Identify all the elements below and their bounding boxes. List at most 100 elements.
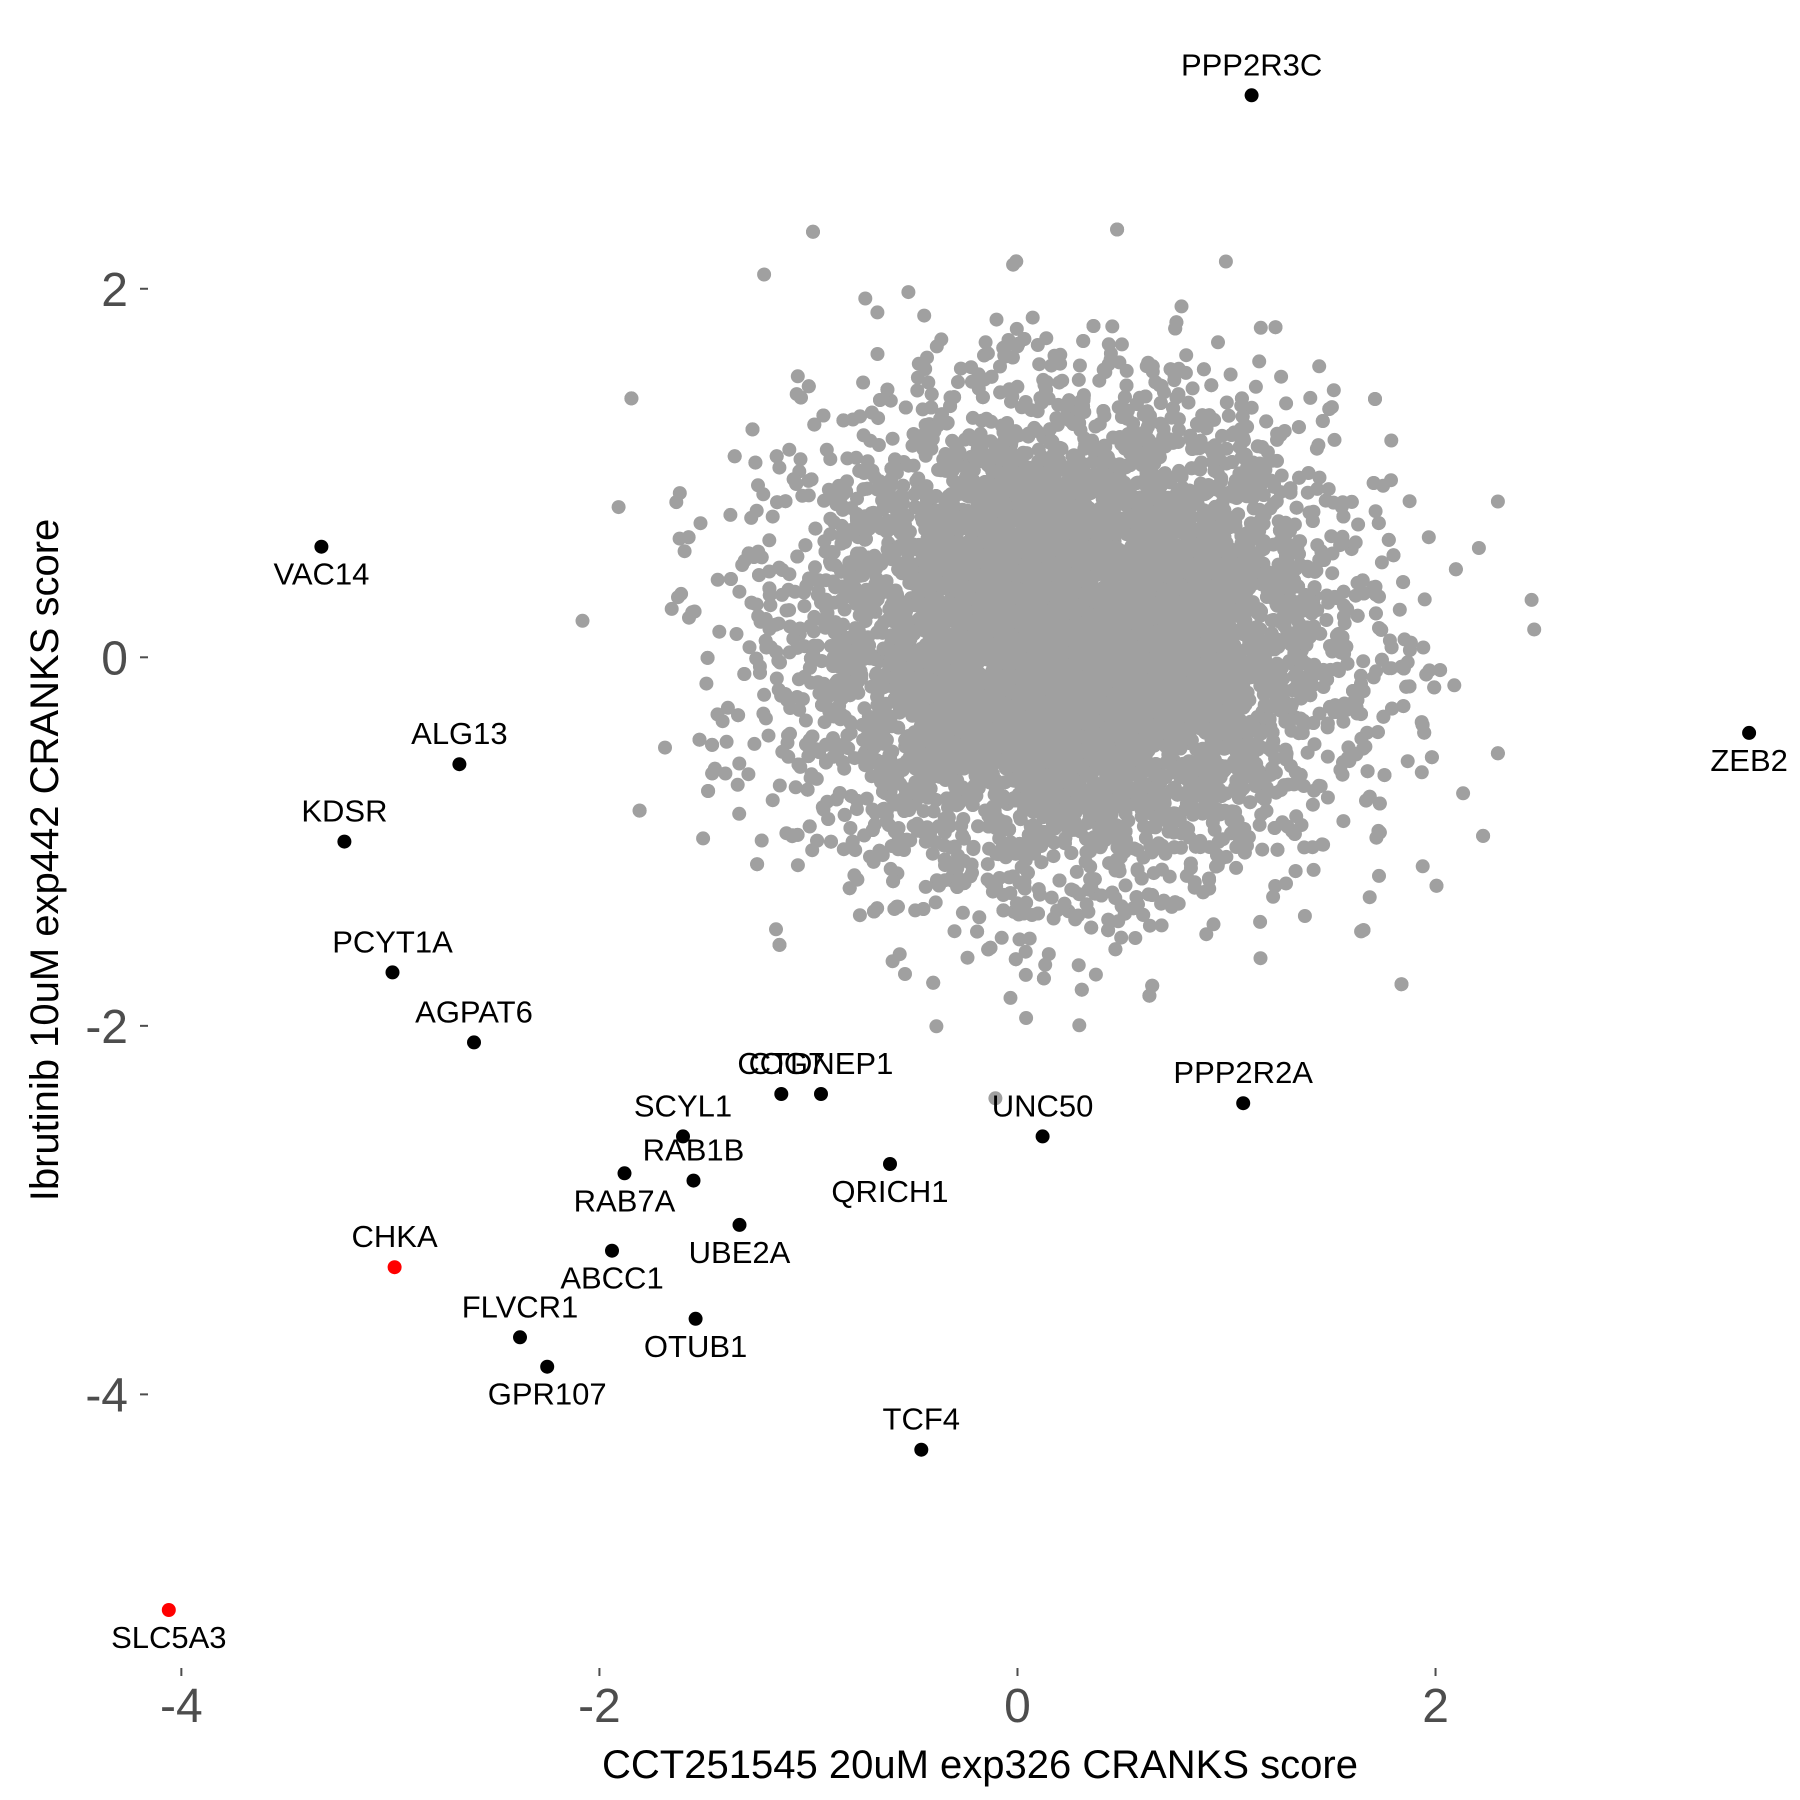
background-point xyxy=(1279,876,1293,891)
background-point xyxy=(1019,1011,1034,1025)
background-point xyxy=(1071,372,1086,387)
background-point xyxy=(1274,369,1289,384)
background-point xyxy=(988,1091,1003,1106)
background-point xyxy=(1072,1018,1087,1033)
background-point xyxy=(741,767,756,782)
background-point xyxy=(885,431,900,446)
background-point xyxy=(917,308,932,323)
background-point xyxy=(870,347,885,361)
background-point xyxy=(1369,664,1384,679)
background-point xyxy=(1244,400,1259,415)
background-point xyxy=(782,645,797,660)
background-point xyxy=(852,908,867,923)
background-point xyxy=(1287,517,1302,532)
background-point xyxy=(1384,433,1399,448)
background-point xyxy=(747,736,762,751)
background-point xyxy=(1185,381,1200,396)
background-point xyxy=(843,821,858,835)
background-point xyxy=(870,305,885,320)
background-point xyxy=(712,624,727,639)
background-point xyxy=(763,598,778,613)
background-point xyxy=(1327,432,1342,447)
background-point xyxy=(1297,909,1312,923)
background-point xyxy=(898,967,912,981)
background-point xyxy=(732,584,747,599)
background-point xyxy=(1068,912,1083,927)
background-point xyxy=(742,640,757,655)
background-point xyxy=(1527,622,1542,637)
background-point xyxy=(1372,868,1386,883)
background-point xyxy=(1306,862,1321,877)
background-point xyxy=(1162,869,1177,884)
background-point xyxy=(929,1019,944,1034)
background-point xyxy=(989,312,1004,327)
background-point xyxy=(1303,390,1318,405)
background-points xyxy=(575,222,1542,1106)
background-point xyxy=(925,846,940,861)
background-point xyxy=(732,806,747,821)
background-point xyxy=(1032,357,1047,372)
background-point xyxy=(1320,749,1335,764)
background-point xyxy=(782,442,797,457)
background-point xyxy=(1320,790,1335,805)
background-point xyxy=(696,831,711,846)
background-point xyxy=(1273,428,1288,442)
background-point xyxy=(883,393,898,408)
background-point xyxy=(901,285,916,300)
background-point xyxy=(1447,678,1462,693)
background-point xyxy=(1079,897,1094,912)
background-point xyxy=(910,383,925,398)
background-point xyxy=(1206,917,1221,932)
background-point xyxy=(1171,423,1186,437)
background-point xyxy=(693,516,708,531)
background-point xyxy=(1400,754,1415,769)
background-point xyxy=(801,488,816,503)
background-point xyxy=(798,713,813,728)
background-point xyxy=(953,361,968,376)
background-point xyxy=(865,802,880,817)
background-point xyxy=(761,728,776,743)
background-point xyxy=(1052,375,1067,390)
background-point xyxy=(960,950,975,965)
background-point xyxy=(916,804,931,819)
background-point xyxy=(1038,957,1053,972)
background-point xyxy=(1218,254,1233,269)
background-point xyxy=(1009,321,1024,336)
background-point xyxy=(611,500,626,515)
background-point xyxy=(719,734,734,749)
background-point xyxy=(918,879,933,894)
background-point xyxy=(1012,932,1027,947)
background-point xyxy=(1046,849,1061,864)
background-point xyxy=(1199,927,1214,942)
background-point xyxy=(1025,310,1040,325)
background-point xyxy=(928,895,943,910)
background-point xyxy=(1419,667,1434,682)
background-point xyxy=(926,804,941,819)
background-point xyxy=(1128,931,1143,945)
background-point xyxy=(1416,640,1431,655)
background-point xyxy=(1305,797,1320,812)
background-point xyxy=(1114,930,1129,945)
background-point xyxy=(677,544,692,559)
background-point xyxy=(1022,931,1037,946)
background-point xyxy=(1174,299,1189,314)
background-point xyxy=(994,930,1009,945)
background-point xyxy=(1252,817,1267,832)
background-point xyxy=(1268,879,1283,893)
background-point xyxy=(1402,494,1417,509)
background-point xyxy=(1336,814,1351,829)
background-point xyxy=(1283,759,1298,773)
background-point xyxy=(921,375,936,390)
background-point xyxy=(790,858,805,873)
background-point xyxy=(1348,535,1363,550)
background-point xyxy=(1312,470,1327,485)
background-point xyxy=(1018,395,1033,409)
background-point xyxy=(1154,918,1169,933)
background-point xyxy=(729,627,744,641)
background-point xyxy=(765,509,780,524)
background-point xyxy=(984,414,999,429)
background-point xyxy=(1046,911,1061,926)
background-point xyxy=(772,460,787,475)
background-point xyxy=(1255,842,1270,857)
